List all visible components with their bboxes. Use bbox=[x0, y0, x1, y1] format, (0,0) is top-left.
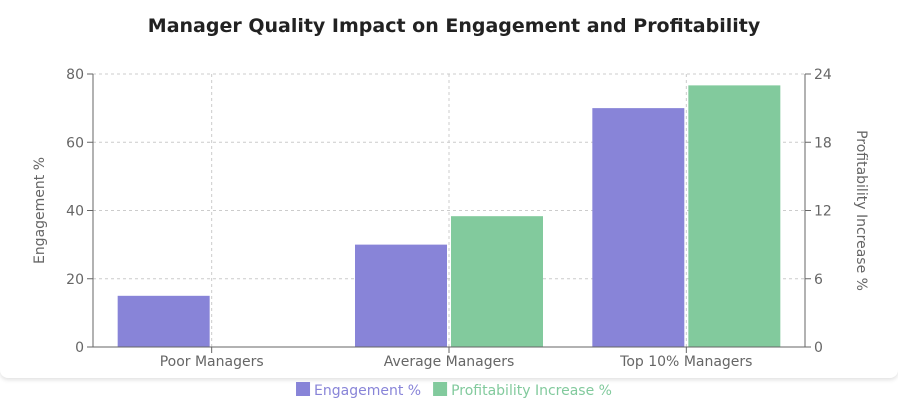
bar-engagement[interactable] bbox=[117, 295, 210, 347]
y-right-tick-label: 24 bbox=[814, 67, 832, 83]
bar-engagement[interactable] bbox=[355, 244, 447, 347]
x-tick-label: Poor Managers bbox=[160, 354, 264, 370]
bar-profitability[interactable] bbox=[688, 85, 781, 347]
y-left-tick-label: 0 bbox=[75, 340, 84, 356]
legend-item[interactable]: Engagement % bbox=[296, 382, 421, 399]
x-tick-label: Average Managers bbox=[384, 354, 515, 370]
y-left-tick-label: 40 bbox=[66, 204, 84, 220]
bars bbox=[117, 85, 781, 347]
chart-title: Manager Quality Impact on Engagement and… bbox=[148, 15, 761, 37]
bar-engagement[interactable] bbox=[592, 108, 685, 347]
legend-swatch bbox=[296, 382, 311, 396]
y-right-tick-label: 18 bbox=[814, 135, 832, 151]
y-left-tick-label: 60 bbox=[66, 135, 84, 151]
legend-item[interactable]: Profitability Increase % bbox=[433, 382, 612, 399]
y-right-tick-label: 12 bbox=[814, 204, 832, 220]
axes: 0 20 40 60 80 0 6 12 18 24 Poor Managers Average Ma… bbox=[32, 67, 869, 370]
y-right-tick-label: 0 bbox=[814, 340, 823, 356]
y-axis-left-label: Engagement % bbox=[32, 157, 48, 264]
legend: Engagement % Profitability Increase % bbox=[296, 382, 612, 399]
legend-label: Profitability Increase % bbox=[451, 383, 612, 399]
y-axis-right-label: Profitability Increase % bbox=[853, 130, 869, 291]
legend-swatch bbox=[433, 382, 448, 396]
y-right-tick-label: 6 bbox=[814, 272, 823, 288]
bar-profitability[interactable] bbox=[451, 216, 543, 347]
x-tick-label: Top 10% Managers bbox=[619, 354, 752, 370]
y-left-tick-label: 80 bbox=[66, 67, 84, 83]
y-left-tick-label: 20 bbox=[66, 272, 84, 288]
legend-label: Engagement % bbox=[314, 383, 421, 399]
